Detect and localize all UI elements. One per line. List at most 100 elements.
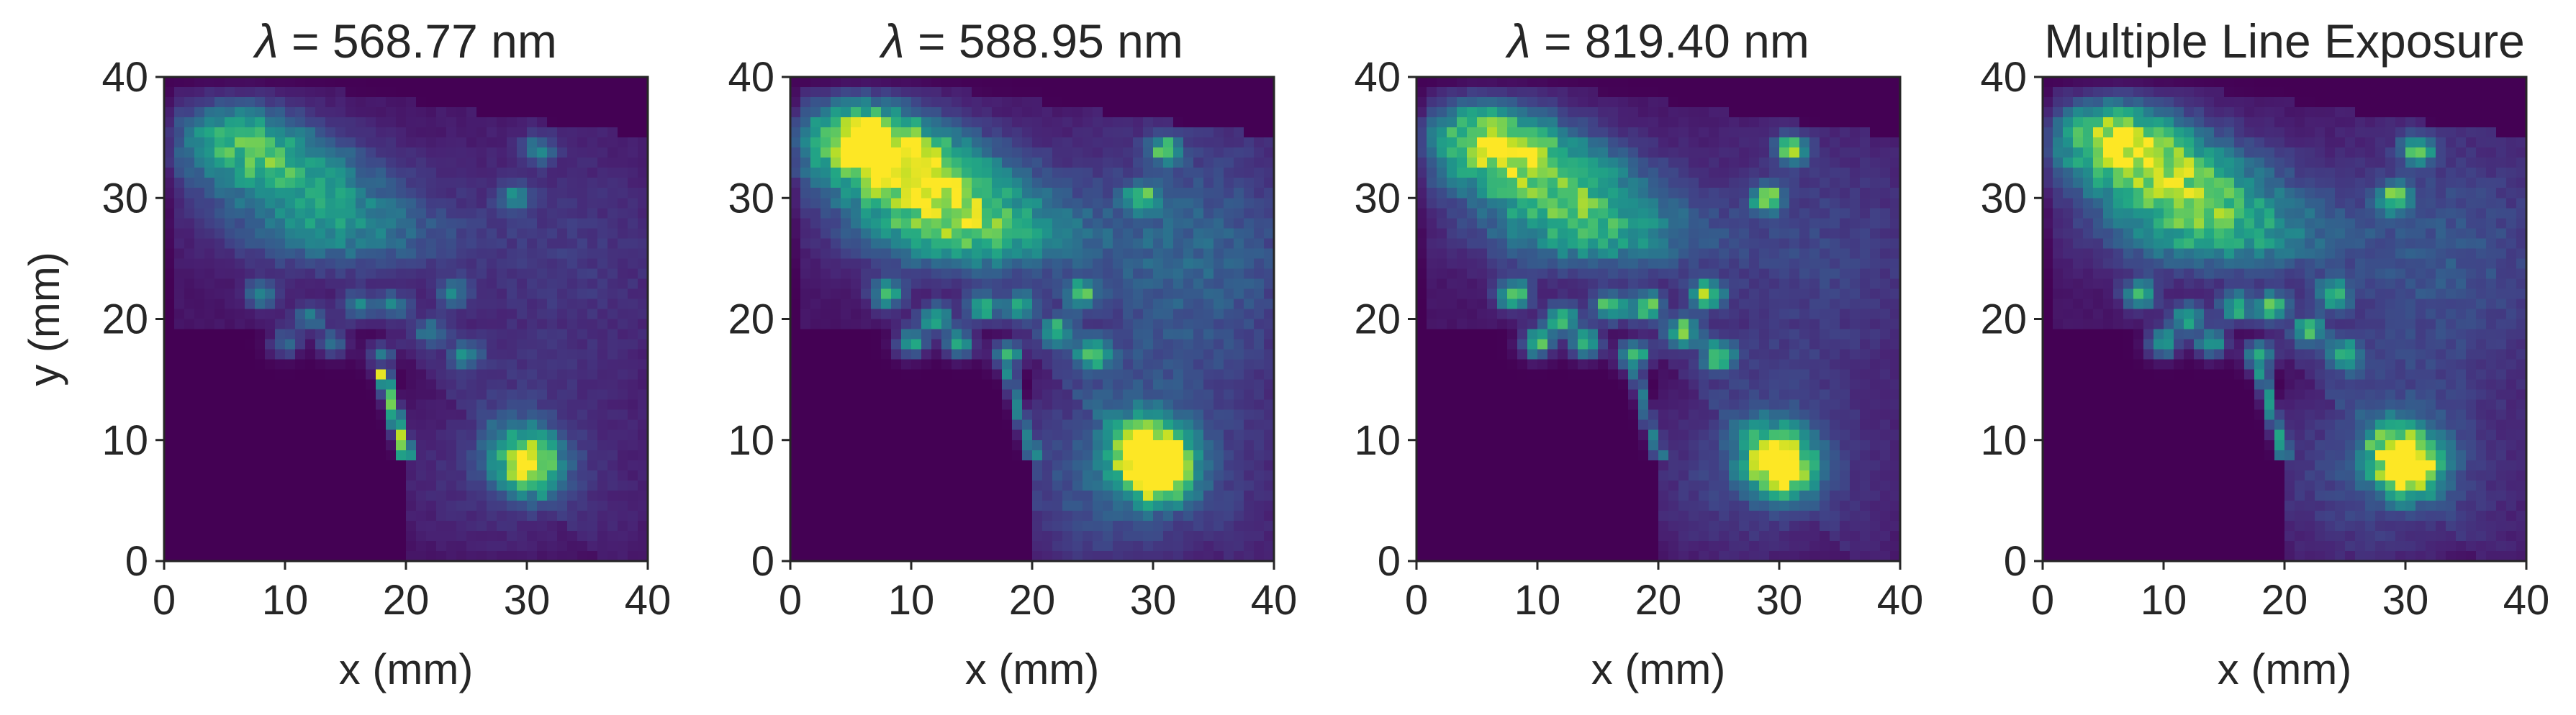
- heatmap-cell: [1093, 158, 1103, 168]
- heatmap-cell: [507, 369, 518, 381]
- heatmap-cell: [305, 379, 316, 391]
- heatmap-cell: [587, 500, 598, 511]
- heatmap-cell: [1032, 490, 1043, 501]
- heatmap-cell: [194, 510, 205, 522]
- heatmap-cell: [184, 248, 195, 259]
- heatmap-cell: [527, 258, 538, 269]
- heatmap-cell: [1224, 218, 1234, 229]
- heatmap-cell: [194, 490, 205, 501]
- heatmap-cell: [891, 480, 902, 491]
- heatmap-cell: [1214, 500, 1224, 511]
- heatmap-cell: [607, 399, 618, 411]
- heatmap-cell: [456, 339, 467, 350]
- heatmap-cell: [1133, 460, 1144, 471]
- heatmap-cell: [851, 429, 862, 441]
- heatmap-cell: [628, 419, 638, 431]
- heatmap-cell: [174, 399, 185, 411]
- heatmap-cell: [436, 419, 447, 431]
- heatmap-cell: [941, 168, 952, 178]
- heatmap-cell: [1123, 419, 1134, 431]
- heatmap-cell: [1113, 158, 1124, 168]
- heatmap-cell: [214, 309, 225, 320]
- heatmap-cell: [831, 329, 841, 340]
- heatmap-cell: [821, 490, 831, 501]
- heatmap-cell: [557, 470, 568, 481]
- heatmap-cell: [1558, 87, 1568, 98]
- heatmap-cell: [962, 228, 972, 239]
- heatmap-cell: [607, 137, 618, 148]
- heatmap-cell: [1183, 77, 1194, 88]
- heatmap-cell: [1123, 470, 1134, 481]
- heatmap-cell: [1193, 127, 1204, 138]
- heatmap-cell: [366, 500, 376, 511]
- heatmap-cell: [790, 480, 801, 491]
- heatmap-cell: [1072, 369, 1083, 381]
- heatmap-cell: [416, 309, 427, 320]
- heatmap-cell: [416, 440, 427, 451]
- heatmap-cell: [1173, 399, 1184, 411]
- heatmap-cell: [1214, 530, 1224, 542]
- heatmap-cell: [1214, 218, 1224, 229]
- heatmap-cell: [305, 137, 316, 148]
- heatmap-cell: [356, 248, 366, 259]
- heatmap-cell: [1133, 419, 1144, 431]
- heatmap-cell: [265, 450, 276, 461]
- heatmap-cell: [446, 329, 457, 340]
- heatmap-cell: [406, 500, 417, 511]
- heatmap-cell: [1002, 248, 1013, 259]
- heatmap-cell: [1002, 550, 1013, 562]
- heatmap-cell: [507, 470, 518, 481]
- heatmap-cell: [810, 369, 821, 381]
- heatmap-cell: [871, 389, 882, 401]
- heatmap-cell: [376, 510, 387, 522]
- heatmap-cell: [214, 540, 225, 552]
- heatmap-cell: [821, 278, 831, 290]
- heatmap-cell: [891, 127, 902, 138]
- heatmap-cell: [356, 460, 366, 471]
- heatmap-cell: [628, 500, 638, 511]
- heatmap-cell: [466, 117, 477, 128]
- heatmap-cell: [497, 480, 507, 491]
- heatmap-cell: [810, 429, 821, 441]
- heatmap-cell: [235, 127, 245, 138]
- heatmap-cell: [1224, 198, 1234, 209]
- heatmap-cell: [800, 258, 811, 269]
- heatmap-cell: [1244, 218, 1255, 229]
- heatmap-cell: [416, 379, 427, 391]
- heatmap-cell: [1658, 77, 1669, 88]
- heatmap-cell: [901, 349, 912, 360]
- heatmap-cell: [265, 248, 276, 259]
- heatmap-cell: [436, 158, 447, 168]
- heatmap-cell: [1214, 137, 1224, 148]
- heatmap-cell: [1042, 228, 1053, 239]
- heatmap-cell: [1083, 339, 1093, 350]
- heatmap-cell: [517, 429, 528, 441]
- heatmap-cell: [810, 137, 821, 148]
- heatmap-cell: [356, 369, 366, 381]
- heatmap-cell: [497, 329, 507, 340]
- heatmap-cell: [557, 258, 568, 269]
- heatmap-cell: [426, 460, 437, 471]
- heatmap-cell: [295, 329, 306, 340]
- heatmap-cell: [265, 470, 276, 481]
- heatmap-cell: [1880, 97, 1891, 108]
- heatmap-cell: [992, 238, 1003, 249]
- heatmap-cell: [1143, 238, 1154, 249]
- heatmap-cell: [941, 389, 952, 401]
- heatmap-cell: [315, 117, 326, 128]
- heatmap-cell: [800, 97, 811, 108]
- heatmap-cell: [952, 550, 962, 562]
- heatmap-cell: [315, 399, 326, 411]
- heatmap-cell: [295, 97, 306, 108]
- heatmap-cell: [1719, 87, 1730, 98]
- heatmap-cell: [164, 490, 175, 501]
- heatmap-cell: [1203, 178, 1214, 188]
- heatmap-cell: [345, 87, 356, 98]
- heatmap-cell: [466, 268, 477, 280]
- heatmap-cell: [1193, 188, 1204, 199]
- heatmap-cell: [1012, 107, 1023, 118]
- heatmap-cell: [315, 309, 326, 320]
- heatmap-cell: [255, 470, 266, 481]
- heatmap-cell: [416, 87, 427, 98]
- heatmap-cell: [587, 77, 598, 88]
